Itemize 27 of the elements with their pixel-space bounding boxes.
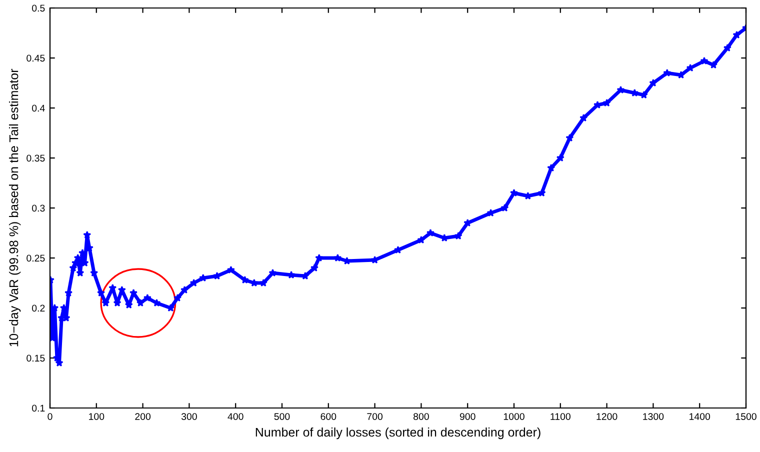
x-tick-label: 500 [274, 413, 290, 420]
x-tick-label: 1100 [550, 413, 570, 420]
x-tick-label: 300 [181, 413, 197, 420]
x-tick-label: 100 [89, 413, 104, 420]
y-tick-label: 0.5 [32, 4, 45, 12]
x-tick-label: 1200 [596, 413, 618, 420]
y-tick-label: 0.15 [26, 354, 45, 362]
x-tick-label: 1500 [736, 413, 756, 420]
x-tick-label: 600 [320, 413, 336, 420]
y-tick-label: 0.45 [26, 54, 45, 62]
y-tick-label: 0.4 [32, 104, 45, 112]
y-tick-label: 0.35 [26, 154, 45, 162]
y-tick-label: 0.25 [26, 254, 45, 262]
x-tick-label: 800 [414, 413, 429, 420]
x-tick-label: 1300 [643, 413, 664, 420]
y-tick-label: 0.3 [32, 204, 45, 212]
x-tick-label: 900 [460, 413, 476, 420]
x-tick-label: 700 [367, 413, 383, 420]
x-tick-label: 200 [135, 413, 151, 420]
y-tick-label: 0.1 [32, 404, 45, 412]
x-axis-title: Number of daily losses (sorted in descending order) [256, 427, 540, 440]
y-axis-title: 10−day VaR (99.98 %) based on the Tail estimator [9, 68, 21, 346]
x-tick-label: 400 [228, 413, 244, 420]
x-tick-label: 1400 [690, 413, 710, 420]
x-tick-label: 1000 [504, 413, 524, 420]
y-tick-label: 0.2 [32, 304, 45, 312]
x-tick-label: 0 [48, 413, 52, 420]
